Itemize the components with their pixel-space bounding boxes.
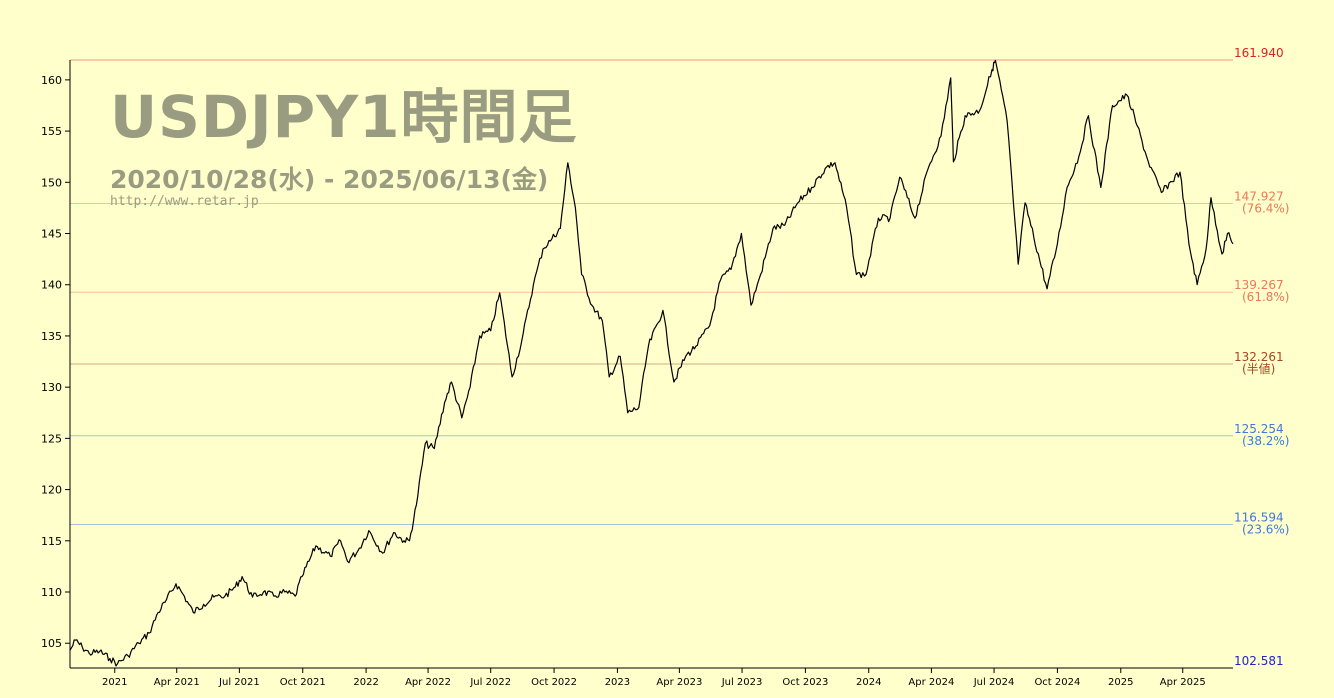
- fib-price-label: 125.254: [1234, 422, 1284, 436]
- fib-percent-label: (61.8%): [1242, 290, 1289, 304]
- x-tick-label: Apr 2022: [405, 677, 451, 688]
- x-tick-label: Oct 2022: [531, 677, 577, 688]
- x-tick-label: Apr 2023: [656, 677, 702, 688]
- fib-percent-label: (半値): [1242, 361, 1275, 376]
- y-tick-label: 150: [41, 176, 62, 189]
- fibonacci-labels: 161.940 147.927(76.4%) 139.267(61.8%) 132.2…: [1234, 46, 1289, 668]
- y-tick-label: 130: [41, 381, 62, 394]
- x-tick-label: Jul 2024: [973, 677, 1015, 688]
- x-tick-label: Jul 2023: [721, 677, 763, 688]
- x-tick-label: 2022: [353, 677, 378, 688]
- y-tick-label: 140: [41, 279, 62, 292]
- y-tick-label: 155: [41, 125, 62, 138]
- x-tick-label: Oct 2021: [280, 677, 326, 688]
- x-axis: 2021 Apr 2021 Jul 2021 Oct 2021 2022 Apr 2022…: [70, 667, 1233, 688]
- fib-percent-label: (38.2%): [1242, 434, 1289, 448]
- fib-price-label: 116.594: [1234, 510, 1284, 524]
- x-tick-label: Apr 2024: [908, 677, 954, 688]
- chart-title: USDJPY1時間足: [110, 83, 578, 151]
- y-tick-label: 160: [41, 74, 62, 87]
- y-tick-label: 115: [41, 535, 62, 548]
- fibonacci-levels: [70, 59, 1233, 525]
- chart-period: 2020/10/28(水) - 2025/06/13(金): [110, 165, 549, 194]
- fib-price-label: 161.940: [1234, 46, 1284, 60]
- fib-percent-label: (23.6%): [1242, 522, 1289, 536]
- x-tick-label: Oct 2024: [1034, 677, 1080, 688]
- price-line: [69, 59, 1234, 667]
- y-tick-label: 145: [41, 228, 62, 241]
- y-tick-label: 105: [41, 637, 62, 650]
- fib-percent-label: (76.4%): [1242, 202, 1289, 216]
- x-tick-label: 2024: [856, 677, 881, 688]
- x-tick-label: Apr 2025: [1160, 677, 1206, 688]
- x-tick-label: 2021: [102, 677, 127, 688]
- x-tick-label: Jul 2021: [218, 677, 260, 688]
- y-tick-label: 125: [41, 432, 62, 445]
- x-tick-label: Oct 2023: [782, 677, 828, 688]
- x-tick-label: 2023: [605, 677, 630, 688]
- watermark-url: http://www.retar.jp: [110, 194, 259, 209]
- y-tick-label: 135: [41, 330, 62, 343]
- y-tick-label: 110: [41, 586, 62, 599]
- x-tick-label: Apr 2021: [154, 677, 200, 688]
- fib-price-label: 132.261: [1234, 350, 1284, 364]
- fib-price-label: 147.927: [1234, 190, 1284, 204]
- x-tick-label: Jul 2022: [469, 677, 511, 688]
- y-axis: 105 110 115 120 125 130 135 140 145 150 155 160: [41, 60, 71, 668]
- fib-price-label: 102.581: [1234, 654, 1284, 668]
- y-tick-label: 120: [41, 484, 62, 497]
- fib-price-label: 139.267: [1234, 278, 1284, 292]
- x-tick-label: 2025: [1108, 677, 1133, 688]
